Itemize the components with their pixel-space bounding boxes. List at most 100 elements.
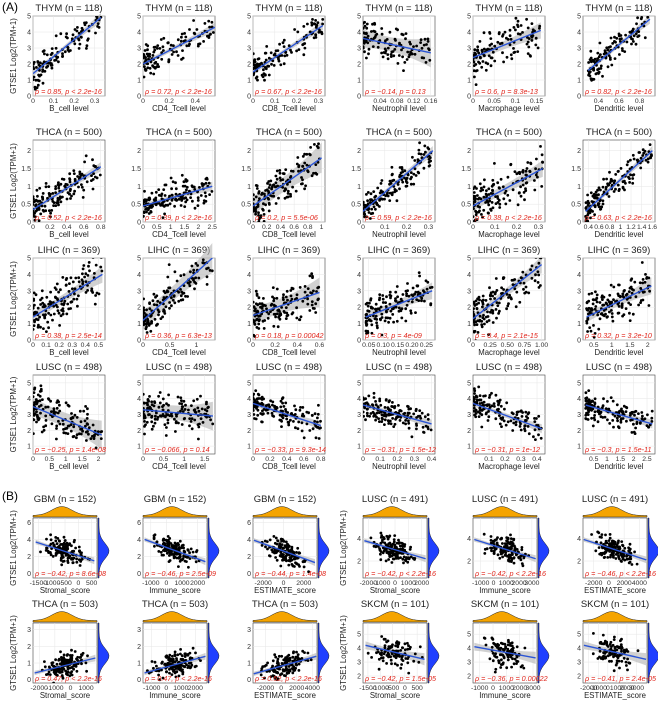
data-point — [375, 411, 379, 415]
data-point — [526, 416, 530, 420]
data-point — [406, 282, 409, 285]
data-point — [183, 184, 187, 188]
data-point — [36, 194, 39, 198]
data-point — [87, 432, 90, 436]
data-point — [388, 179, 392, 183]
data-point — [278, 171, 282, 175]
data-point — [417, 271, 421, 274]
data-point — [405, 292, 408, 296]
x-tick-label: 0.5 — [45, 456, 55, 463]
regression-line — [473, 402, 543, 430]
data-point — [54, 288, 58, 291]
data-point — [35, 420, 38, 424]
data-point — [280, 425, 283, 428]
data-point — [66, 403, 70, 407]
data-point — [266, 547, 269, 551]
data-point — [180, 423, 184, 426]
data-point — [368, 301, 371, 305]
y-tick-label: 2 — [27, 62, 31, 69]
data-point — [487, 319, 491, 322]
regression-line — [253, 157, 322, 207]
data-point — [310, 174, 314, 178]
data-point — [389, 53, 393, 56]
data-point — [84, 424, 87, 428]
data-point — [533, 188, 537, 192]
data-point — [616, 292, 620, 296]
data-point — [417, 171, 421, 175]
x-tick-label: 1 — [169, 224, 173, 231]
data-point — [286, 195, 290, 199]
data-point — [179, 409, 182, 413]
regression-line — [587, 18, 651, 71]
x-tick-label: 0.2 — [69, 98, 79, 105]
confidence-band — [33, 266, 103, 323]
data-point — [524, 189, 528, 193]
x-tick-label: 0.3 — [424, 224, 434, 231]
data-point — [300, 421, 304, 425]
data-point — [72, 169, 76, 173]
x-tick-label: 1.5 — [200, 456, 210, 463]
data-point — [162, 541, 166, 545]
data-point — [33, 320, 36, 324]
data-point — [587, 73, 590, 77]
data-point — [46, 549, 50, 553]
data-point — [253, 221, 255, 222]
data-point — [165, 402, 168, 406]
regression-line — [473, 167, 544, 207]
data-point — [68, 192, 71, 196]
data-point — [181, 49, 184, 52]
x-axis-label: Dendritic level — [595, 230, 644, 239]
x-tick-label: 1.00 — [535, 342, 548, 349]
data-point — [272, 297, 276, 300]
data-point — [479, 56, 482, 60]
data-point — [363, 50, 366, 54]
data-point — [363, 410, 365, 414]
data-point — [621, 185, 625, 189]
data-point — [313, 307, 316, 310]
data-point — [290, 51, 293, 54]
data-point — [143, 432, 146, 436]
data-point — [473, 207, 475, 210]
data-point — [377, 417, 380, 420]
data-point — [505, 401, 509, 405]
data-point — [611, 319, 615, 323]
x-tick-label: 0.12 — [407, 98, 420, 105]
data-point — [49, 551, 52, 555]
points-group — [253, 18, 325, 82]
y-tick-label: 1 — [27, 444, 31, 451]
data-point — [257, 319, 261, 323]
data-point — [372, 396, 376, 399]
y-tick-label: 1 — [137, 78, 141, 85]
data-point — [379, 541, 383, 545]
y-tick-label: 1.5 — [241, 166, 251, 173]
y-tick-label: 2 — [357, 305, 361, 312]
data-point — [493, 405, 496, 408]
plot-title: LUSC (n = 498) — [146, 362, 212, 373]
data-point — [73, 287, 77, 291]
data-point — [591, 298, 595, 301]
data-point — [613, 414, 617, 418]
data-point — [144, 56, 148, 60]
data-point — [45, 66, 48, 69]
plot-title: LUSC (n = 498) — [366, 362, 432, 373]
data-point — [502, 197, 506, 201]
data-point — [483, 552, 487, 555]
data-point — [603, 49, 607, 53]
data-point — [373, 22, 377, 26]
data-point — [177, 299, 181, 303]
x-tick-label: 0.6 — [594, 224, 604, 231]
data-point — [508, 293, 511, 297]
data-point — [60, 563, 64, 567]
data-point — [423, 37, 427, 41]
data-point — [87, 264, 90, 268]
data-point — [255, 187, 259, 190]
data-point — [379, 550, 383, 553]
data-point — [404, 319, 408, 323]
data-point — [363, 200, 365, 204]
data-point — [430, 285, 434, 289]
data-point — [52, 201, 56, 205]
data-point — [371, 404, 375, 407]
data-point — [422, 43, 426, 47]
y-tick-label: 0 — [27, 220, 31, 227]
data-point — [80, 278, 84, 282]
